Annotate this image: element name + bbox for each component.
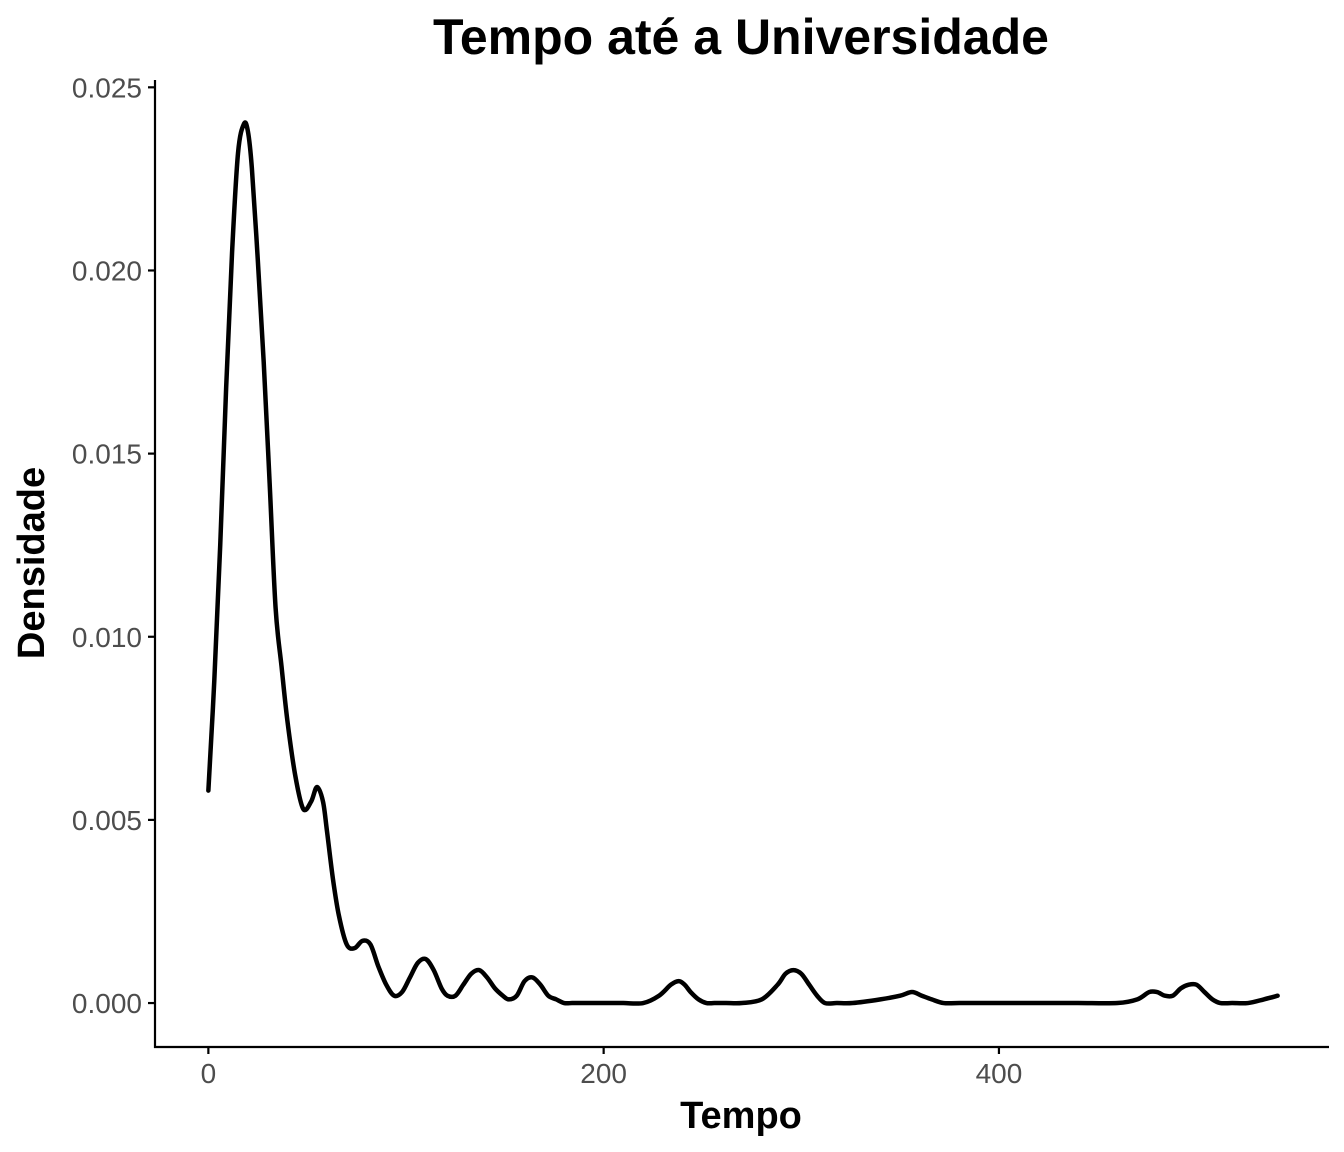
y-axis-title: Densidade <box>11 467 53 659</box>
x-tick-label: 400 <box>976 1058 1023 1089</box>
y-tick-label: 0.005 <box>72 805 142 836</box>
x-axis-title: Tempo <box>680 1095 802 1137</box>
y-tick-label: 0.000 <box>72 988 142 1019</box>
y-tick-label: 0.025 <box>72 72 142 103</box>
x-tick-label: 200 <box>580 1058 627 1089</box>
density-line <box>206 120 1280 1006</box>
y-tick-label: 0.010 <box>72 622 142 653</box>
y-tick-label: 0.020 <box>72 255 142 286</box>
x-tick-label: 0 <box>201 1058 217 1089</box>
x-axis-ticks: 0 200 400 <box>201 1047 1023 1089</box>
y-tick-label: 0.015 <box>72 439 142 470</box>
chart-title: Tempo até a Universidade <box>433 9 1049 65</box>
y-axis-ticks: 0.000 0.005 0.010 0.015 0.020 0.025 <box>72 72 155 1019</box>
